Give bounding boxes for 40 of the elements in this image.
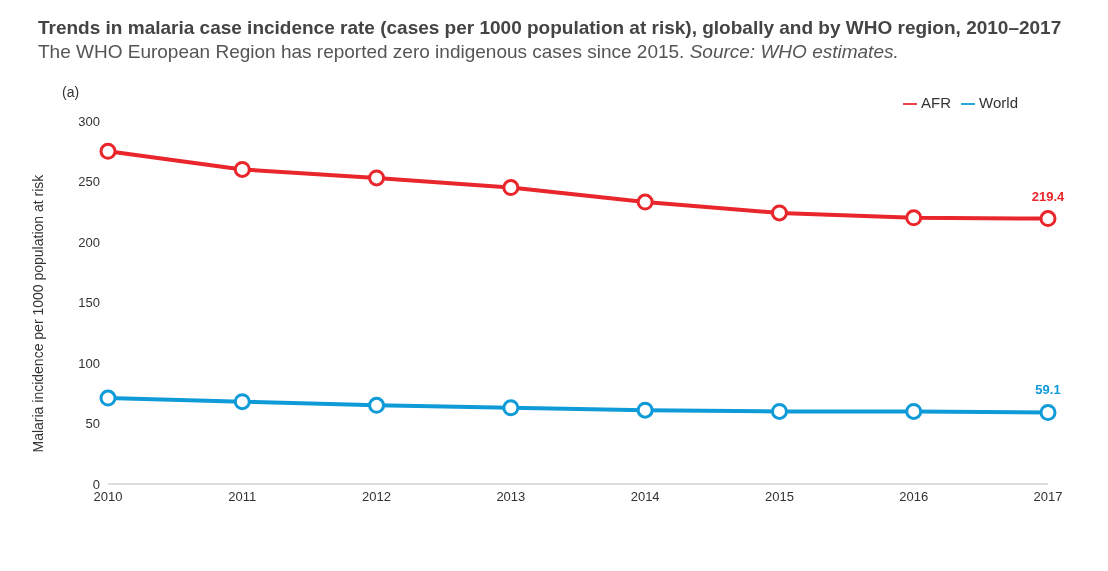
point (905, 402, 923, 420)
point (1039, 210, 1057, 228)
y-tick-label: 0 (92, 476, 100, 492)
legend-label: AFR (921, 94, 952, 111)
legend-label: World (979, 94, 1018, 111)
point (99, 142, 117, 160)
x-tick-label: 2010 (93, 489, 123, 505)
data-label: 219.4 (1031, 188, 1066, 204)
point (99, 389, 117, 407)
y-tick-label: 150 (78, 295, 100, 311)
point (368, 169, 386, 187)
point (770, 204, 788, 222)
source-note: Source: WHO estimates. (689, 41, 899, 62)
point (233, 160, 251, 178)
point (502, 179, 520, 197)
data-label: 59.1 (1035, 382, 1061, 398)
chart-title: Trends in malaria case incidence rate (cases per 1000 population at risk), globally and by WHO region, 2010–2017 (38, 17, 1062, 38)
y-tick-label: 300 (78, 113, 100, 129)
chart-subtitle: The WHO European Region has reported zero indigenous cases since 2015. (38, 41, 685, 62)
x-tick-label: 2016 (899, 489, 929, 505)
point (905, 209, 923, 227)
y-tick-label: 200 (78, 234, 100, 250)
y-tick-label: 250 (78, 174, 100, 190)
y-tick-label: 50 (85, 416, 100, 432)
point (368, 396, 386, 414)
x-tick-label: 2013 (496, 489, 526, 505)
x-tick-label: 2011 (228, 489, 257, 505)
point (502, 399, 520, 417)
x-tick-label: 2014 (630, 489, 660, 505)
x-tick-label: 2012 (362, 489, 392, 505)
point (636, 193, 654, 211)
y-tick-label: 100 (78, 355, 100, 371)
point (636, 401, 654, 419)
point (770, 402, 788, 420)
text: (a) (62, 84, 80, 100)
x-tick-label: 2017 (1033, 489, 1063, 505)
y-axis-title: Malaria incidence per 1000 population at risk (29, 173, 46, 453)
point (1039, 404, 1057, 421)
x-tick-label: 2015 (764, 489, 794, 505)
point (233, 393, 251, 411)
